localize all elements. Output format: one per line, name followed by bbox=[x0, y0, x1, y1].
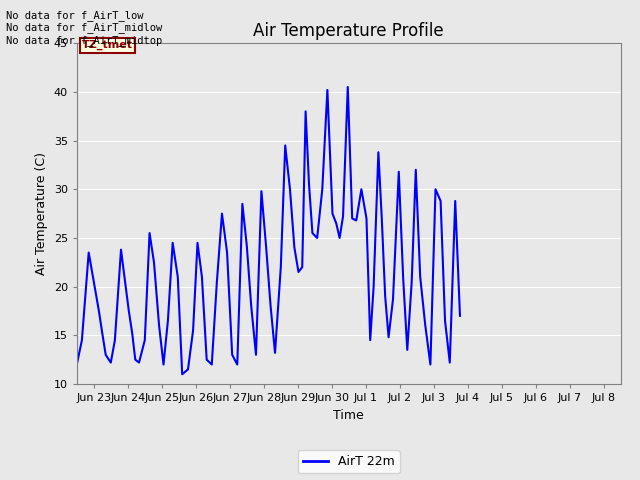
X-axis label: Time: Time bbox=[333, 408, 364, 421]
Y-axis label: Air Temperature (C): Air Temperature (C) bbox=[35, 152, 48, 275]
Text: TZ_tmet: TZ_tmet bbox=[82, 40, 133, 50]
Legend: AirT 22m: AirT 22m bbox=[298, 450, 399, 473]
Text: No data for f_AirT_low
No data for f_AirT_midlow
No data for f_AirT_midtop: No data for f_AirT_low No data for f_Air… bbox=[6, 10, 163, 46]
Title: Air Temperature Profile: Air Temperature Profile bbox=[253, 22, 444, 40]
